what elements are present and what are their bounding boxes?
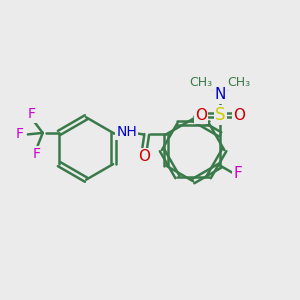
Text: CH₃: CH₃ (228, 76, 251, 89)
Text: F: F (28, 107, 36, 122)
Text: N: N (214, 87, 226, 102)
Text: F: F (233, 166, 242, 181)
Text: O: O (233, 108, 245, 123)
Text: F: F (16, 128, 24, 141)
Text: S: S (215, 106, 225, 124)
Text: CH₃: CH₃ (190, 76, 213, 89)
Text: F: F (32, 147, 40, 161)
Text: O: O (195, 108, 207, 123)
Text: NH: NH (116, 125, 137, 139)
Text: O: O (138, 149, 150, 164)
